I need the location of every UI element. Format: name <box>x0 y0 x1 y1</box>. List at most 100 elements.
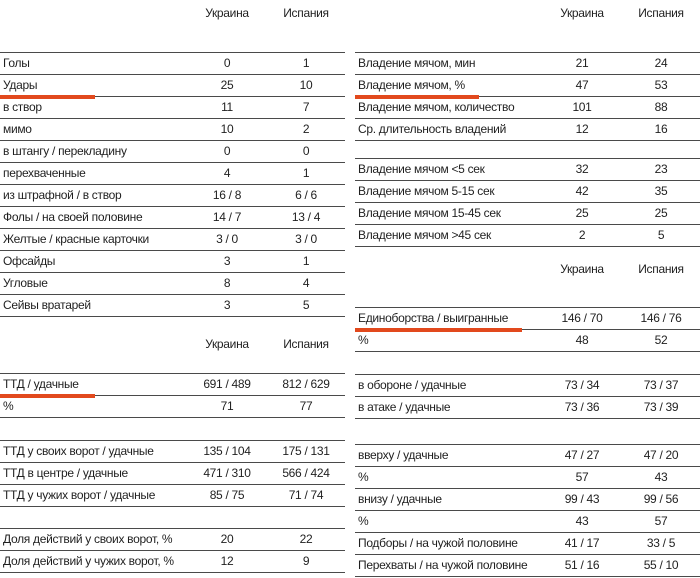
stat-value-spain: 2 <box>302 122 310 136</box>
stat-row: Угловые 8 4 <box>0 273 345 295</box>
stat-value-ukraine: 71 <box>220 399 234 413</box>
stat-row: Сейвы вратарей 3 5 <box>0 295 345 317</box>
stat-label: перехваченные <box>3 166 86 180</box>
stat-label: в створ <box>3 100 42 114</box>
stat-value-ukraine: 11 <box>221 100 233 114</box>
stat-row: в створ 11 7 <box>0 97 345 119</box>
stat-value-spain: 146 / 76 <box>640 311 682 325</box>
stat-label-wrap: Владение мячом, мин <box>358 53 547 74</box>
stat-row: Подборы / на чужой половине 41 / 17 33 / 5 <box>355 533 700 555</box>
stat-row: Владение мячом 15-45 сек 25 25 <box>355 203 700 225</box>
stat-label-wrap: внизу / удачные <box>358 489 547 510</box>
stat-label-wrap: Владение мячом, % <box>355 75 547 99</box>
stat-value-spain: 25 <box>654 206 668 220</box>
stats-table: ТТД у своих ворот / удачные 135 / 104 175 … <box>0 440 345 507</box>
stat-label-wrap: ТТД в центре / удачные <box>3 463 192 484</box>
stat-row: Единоборства / выигранные 146 / 70 146 / 7… <box>355 308 700 332</box>
stat-value-spain: 5 <box>302 298 310 312</box>
stat-value-spain: 1 <box>302 254 310 268</box>
stats-table: Владение мячом, мин 21 24 Владение мячом, %… <box>355 52 700 141</box>
stat-value-spain: 53 <box>654 78 668 92</box>
stat-row: вверху / удачные 47 / 27 47 / 20 <box>355 445 700 467</box>
stat-label: % <box>3 399 14 413</box>
stat-label: Единоборства / выигранные <box>355 308 523 332</box>
stats-table: в обороне / удачные 73 / 34 73 / 37 в атаке… <box>355 374 700 419</box>
stat-value-spain: 71 / 74 <box>288 488 324 502</box>
stat-value-ukraine: 57 <box>575 470 589 484</box>
stat-label: % <box>358 470 369 484</box>
stat-row: Доля действий у своих ворот, % 20 22 <box>0 529 345 551</box>
stat-value-ukraine: 99 / 43 <box>564 492 600 506</box>
team-header-row: Украина Испания <box>0 337 345 351</box>
stat-value-spain: 43 <box>654 470 668 484</box>
team-header-row: Украина Испания <box>355 6 700 20</box>
stat-row: % 57 43 <box>355 467 700 489</box>
stat-value-ukraine: 10 <box>220 122 234 136</box>
stat-label: Владение мячом 5-15 сек <box>358 184 495 198</box>
team-header-ukraine: Украина <box>560 262 604 276</box>
stat-label-wrap: мимо <box>3 119 192 140</box>
stat-row: Желтые / красные карточки 3 / 0 3 / 0 <box>0 229 345 251</box>
stat-value-spain: 73 / 39 <box>643 400 679 414</box>
stat-value-ukraine: 41 / 17 <box>564 536 600 550</box>
stat-value-ukraine: 691 / 489 <box>203 377 251 391</box>
stat-label: ТТД у своих ворот / удачные <box>3 444 154 458</box>
stat-label-wrap: в атаке / удачные <box>358 397 547 418</box>
stat-value-spain: 77 <box>299 399 313 413</box>
stat-label-wrap: Перехваты / на чужой половине <box>358 555 547 576</box>
stat-label-wrap: Желтые / красные карточки <box>3 229 192 250</box>
stat-label-wrap: Голы <box>3 53 192 74</box>
stat-label: Ср. длительность владений <box>358 122 506 136</box>
stat-label-wrap: в обороне / удачные <box>358 375 547 396</box>
stat-row: ТТД у чужих ворот / удачные 85 / 75 71 / 7… <box>0 485 345 507</box>
stat-label-wrap: Фолы / на своей половине <box>3 207 192 228</box>
stat-value-spain: 1 <box>302 56 310 70</box>
stat-label: Доля действий у своих ворот, % <box>3 532 173 546</box>
stat-label: Офсайды <box>3 254 56 268</box>
stats-column-left: Украина Испания Голы 0 1 Удары 25 10 в створ 11 7 м… <box>0 6 345 577</box>
stat-value-ukraine: 43 <box>575 514 589 528</box>
stat-value-spain: 1 <box>302 166 310 180</box>
stat-label: Владение мячом, мин <box>358 56 476 70</box>
stat-value-spain: 16 <box>654 122 668 136</box>
stat-value-ukraine: 85 / 75 <box>209 488 245 502</box>
highlight-underline <box>0 95 95 99</box>
stat-value-spain: 55 / 10 <box>643 558 679 572</box>
stat-label-wrap: Владение мячом <5 сек <box>358 159 547 180</box>
stat-label-wrap: ТТД у своих ворот / удачные <box>3 441 192 462</box>
stat-value-spain: 57 <box>654 514 668 528</box>
stat-value-ukraine: 20 <box>220 532 234 546</box>
stat-value-ukraine: 25 <box>575 206 589 220</box>
stat-label: ТТД / удачные <box>0 374 95 398</box>
stat-value-spain: 88 <box>654 100 668 114</box>
stat-value-ukraine: 101 <box>572 100 592 114</box>
stat-value-ukraine: 3 / 0 <box>216 232 238 246</box>
team-header-row: Украина Испания <box>0 6 345 20</box>
stat-value-ukraine: 47 / 27 <box>564 448 600 462</box>
stat-row: Владение мячом, мин 21 24 <box>355 53 700 75</box>
stats-table: Единоборства / выигранные 146 / 70 146 / 7… <box>355 307 700 352</box>
stat-row: мимо 10 2 <box>0 119 345 141</box>
stat-row: перехваченные 4 1 <box>0 163 345 185</box>
stat-row: ТТД у своих ворот / удачные 135 / 104 175 … <box>0 441 345 463</box>
stat-row: Доля действий у чужих ворот, % 12 9 <box>0 551 345 573</box>
highlight-underline <box>355 328 523 332</box>
stat-row: % 48 52 <box>355 330 700 352</box>
team-header-ukraine: Украина <box>560 6 604 20</box>
stat-value-spain: 4 <box>302 276 310 290</box>
stats-table: ТТД / удачные 691 / 489 812 / 629% 71 77 <box>0 373 345 418</box>
stat-label: Владение мячом >45 сек <box>358 228 491 242</box>
stat-value-spain: 3 / 0 <box>295 232 317 246</box>
stat-value-spain: 6 / 6 <box>295 188 317 202</box>
stat-row: ТТД в центре / удачные 471 / 310 566 / 424 <box>0 463 345 485</box>
stat-value-ukraine: 25 <box>220 78 234 92</box>
stat-row: в штангу / перекладину 0 0 <box>0 141 345 163</box>
stat-label: в обороне / удачные <box>358 378 467 392</box>
stat-label: Угловые <box>3 276 48 290</box>
stat-value-spain: 0 <box>302 144 310 158</box>
team-header-spain: Испания <box>638 262 684 276</box>
stat-label-wrap: Доля действий у чужих ворот, % <box>3 551 192 572</box>
stat-value-ukraine: 21 <box>575 56 589 70</box>
stat-label-wrap: перехваченные <box>3 163 192 184</box>
stat-label-wrap: Владение мячом >45 сек <box>358 225 547 246</box>
